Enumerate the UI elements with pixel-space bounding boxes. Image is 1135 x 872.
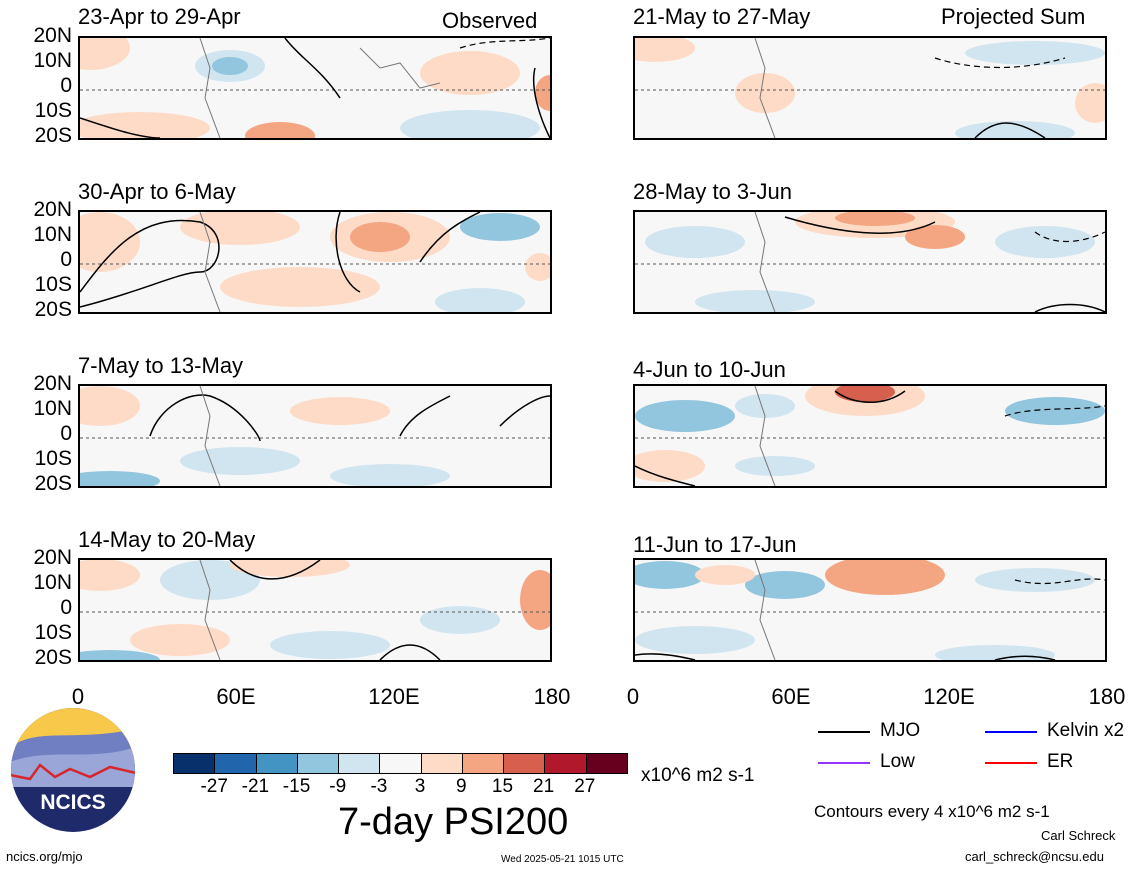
colorbar-tick-label: 3: [414, 776, 426, 797]
panel-title: 11-Jun to 17-Jun: [633, 532, 797, 557]
lat-label: 20S: [34, 298, 72, 321]
colorbar-tick-label: 27: [574, 776, 596, 797]
legend-label: Kelvin x2: [1047, 720, 1125, 741]
colorbar-tick-label: -27: [200, 776, 228, 797]
map-panel-observed-4: [78, 558, 552, 662]
main-title: 7-day PSI200: [338, 801, 569, 843]
psi-map: [635, 212, 1105, 312]
author: Carl Schreck: [1041, 828, 1116, 843]
panel-title: 7-May to 13-May: [78, 353, 244, 378]
colorbar-tick-label: -3: [370, 776, 388, 797]
colorbar-tick-label: -21: [241, 776, 270, 797]
legend-line: [818, 762, 870, 764]
colorbar-swatch: [215, 754, 257, 773]
lat-label: 0: [60, 248, 72, 271]
psi-map: [635, 560, 1105, 660]
colorbar-tick-label: 15: [491, 776, 514, 797]
panel-title: 23-Apr to 29-Apr: [78, 4, 241, 29]
projected-sum-label: Projected Sum: [941, 4, 1086, 29]
lat-label: 0: [60, 596, 72, 619]
lat-label: 0: [60, 422, 72, 445]
lat-label: 20S: [34, 646, 72, 669]
psi-map: [80, 212, 550, 312]
lat-label: 10S: [34, 447, 72, 470]
lat-label: 10S: [34, 99, 72, 122]
lon-label: 120E: [368, 684, 420, 709]
colorbar-swatch: [504, 754, 546, 773]
lon-label: 60E: [216, 684, 256, 709]
lat-label: 0: [60, 74, 72, 97]
panel-title: 30-Apr to 6-May: [78, 179, 236, 204]
colorbar-swatch: [174, 754, 216, 773]
lat-label: 10N: [33, 49, 72, 72]
lon-label: 120E: [923, 684, 975, 709]
url: ncics.org/mjo: [6, 849, 83, 864]
colorbar-tick-label: 21: [533, 776, 555, 797]
psi-map: [635, 38, 1105, 138]
colorbar: [173, 753, 628, 774]
timestamp: Wed 2025-05-21 1015 UTC: [501, 854, 624, 865]
lat-label: 20N: [33, 24, 72, 47]
map-panel-projected-1: [633, 36, 1107, 140]
lon-label: 180: [533, 684, 571, 709]
panel-title: 28-May to 3-Jun: [633, 179, 792, 204]
lat-label: 10N: [33, 223, 72, 246]
lat-label: 20N: [33, 372, 72, 395]
psi-map: [80, 38, 550, 138]
colorbar-tick-label: 9: [455, 776, 467, 797]
lat-label: 10S: [34, 273, 72, 296]
logo-text: NCICS: [40, 791, 105, 814]
colorbar-swatch: [586, 754, 627, 773]
lat-label: 20N: [33, 198, 72, 221]
psi-map: [80, 560, 550, 660]
legend-line: [985, 731, 1037, 733]
panel-title: 21-May to 27-May: [633, 4, 811, 29]
email: carl_schreck@ncsu.edu: [965, 849, 1104, 864]
legend-label: ER: [1047, 751, 1074, 772]
colorbar-tick-label: -15: [282, 776, 311, 797]
observed-label: Observed: [442, 8, 538, 33]
map-panel-observed-3: [78, 384, 552, 488]
lon-label: 180: [1088, 684, 1126, 709]
colorbar-units: x10^6 m2 s-1: [641, 765, 755, 786]
ncics-logo: NCICS: [10, 707, 136, 833]
panel-title: 14-May to 20-May: [78, 527, 256, 552]
colorbar-swatch: [256, 754, 298, 773]
logo-graphic: NCICS: [11, 708, 135, 832]
lon-label: 0: [71, 684, 85, 709]
map-panel-projected-2: [633, 210, 1107, 314]
colorbar-swatch: [297, 754, 340, 773]
colorbar-swatch: [421, 754, 463, 773]
psi-map: [635, 386, 1105, 486]
colorbar-swatch: [545, 754, 587, 773]
legend-label: Low: [880, 751, 915, 772]
colorbar-swatch: [339, 754, 381, 773]
legend-line: [985, 762, 1037, 764]
lat-label: 20S: [34, 472, 72, 495]
contour-note: Contours every 4 x10^6 m2 s-1: [814, 802, 1050, 821]
lat-label: 10N: [33, 397, 72, 420]
colorbar-tick-label: -9: [329, 776, 347, 797]
panel-title: 4-Jun to 10-Jun: [633, 357, 786, 382]
legend-label: MJO: [880, 720, 921, 741]
map-panel-projected-4: [633, 558, 1107, 662]
lon-label: 0: [626, 684, 640, 709]
lat-label: 20S: [34, 124, 72, 147]
psi-map: [80, 386, 550, 486]
map-panel-observed-1: [78, 36, 552, 140]
lat-label: 10N: [33, 571, 72, 594]
lon-label: 60E: [771, 684, 811, 709]
lat-label: 10S: [34, 621, 72, 644]
colorbar-swatch: [462, 754, 505, 773]
map-panel-observed-2: [78, 210, 552, 314]
legend-line: [818, 731, 870, 733]
map-panel-projected-3: [633, 384, 1107, 488]
lat-label: 20N: [33, 546, 72, 569]
colorbar-swatch: [380, 754, 422, 773]
